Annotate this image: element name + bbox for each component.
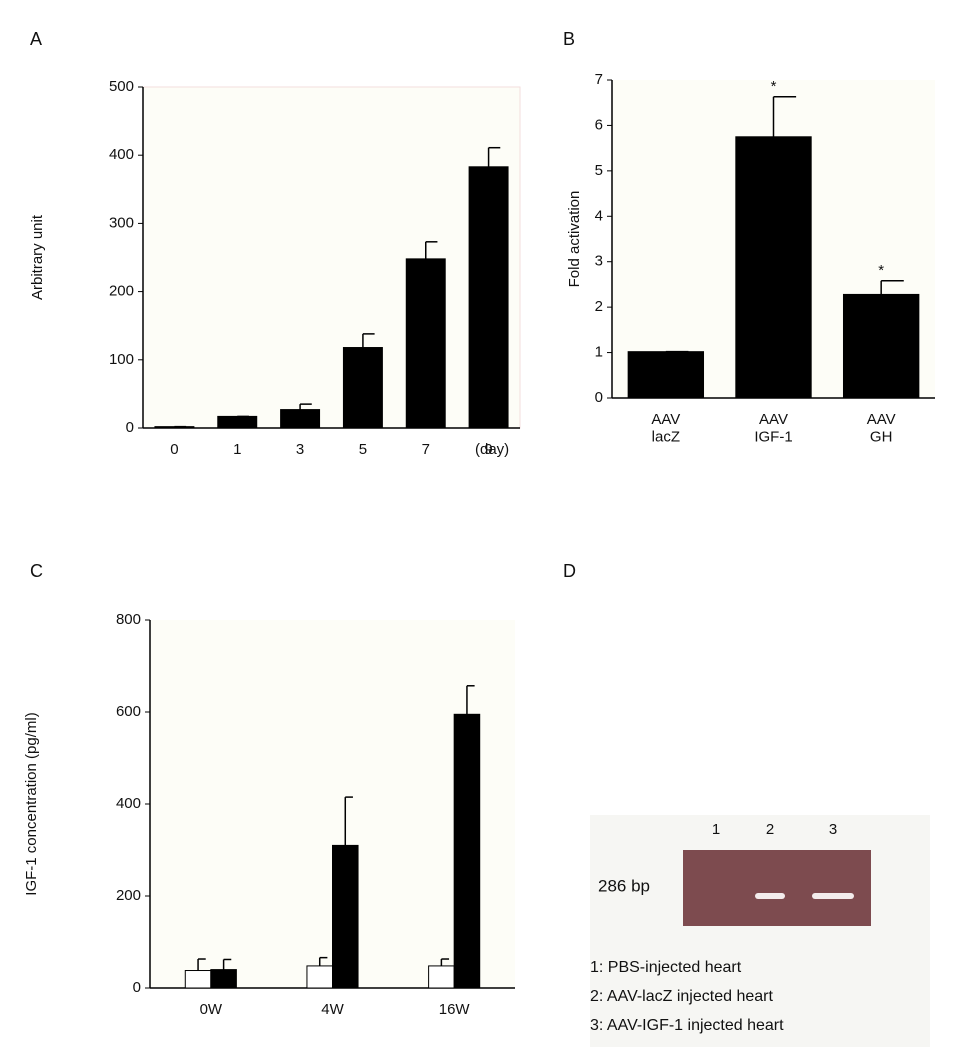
x-tick-label: 7: [422, 441, 430, 458]
x-tick-label: 0: [170, 441, 178, 458]
bar: [332, 844, 359, 989]
bar: [210, 969, 237, 989]
bar: [735, 136, 812, 399]
bar: [184, 970, 212, 989]
x-tick-label: 5: [359, 441, 367, 458]
panel-label: A: [30, 29, 42, 49]
y-tick-label: 400: [116, 795, 141, 812]
legend-text: 3: AAV-IGF-1 injected heart: [590, 1017, 784, 1034]
bar: [627, 351, 705, 399]
lane-label: 3: [829, 821, 837, 838]
significance-mark: *: [878, 262, 884, 279]
x-tick-label: AAV GH: [867, 411, 896, 445]
band-label: 286 bp: [598, 876, 650, 895]
panel-d-background: [590, 815, 930, 1047]
y-tick-label: 400: [109, 146, 134, 163]
bar: [154, 426, 195, 429]
panel-label: B: [563, 29, 575, 49]
bar: [468, 166, 509, 429]
y-tick-label: 800: [116, 611, 141, 628]
y-tick-label: 300: [109, 214, 134, 231]
bar: [453, 713, 481, 989]
plot-area: [142, 86, 521, 429]
y-tick-label: 0: [595, 389, 603, 406]
bar: [217, 415, 258, 429]
legend-text: 2: AAV-lacZ injected heart: [590, 988, 773, 1005]
x-tick-label: 9: [484, 441, 492, 458]
bar: [280, 409, 321, 429]
panel-label: C: [30, 561, 43, 581]
y-tick-label: 7: [595, 71, 603, 88]
bar: [342, 347, 383, 429]
gel-band: [812, 893, 854, 899]
panel-label: D: [563, 561, 576, 581]
y-axis-label: Arbitrary unit: [29, 214, 46, 300]
x-tick-label: 1: [233, 441, 241, 458]
y-tick-label: 100: [109, 351, 134, 368]
x-tick-label: AAV lacZ: [651, 411, 680, 445]
gel-band: [755, 893, 785, 899]
y-axis-label: Fold activation: [566, 191, 583, 288]
y-tick-label: 0: [126, 419, 134, 436]
y-tick-label: 500: [109, 78, 134, 95]
y-tick-label: 2: [595, 298, 603, 315]
y-tick-label: 6: [595, 116, 603, 133]
gel-image: [683, 850, 871, 926]
y-tick-label: 3: [595, 253, 603, 270]
bar: [842, 293, 920, 399]
x-tick-label: 16W: [439, 1001, 471, 1018]
y-tick-label: 0: [133, 979, 141, 996]
x-tick-label: AAV IGF-1: [754, 411, 792, 445]
lane-label: 2: [766, 821, 774, 838]
bar: [405, 258, 446, 429]
bar: [306, 965, 334, 989]
legend-text: 1: PBS-injected heart: [590, 959, 742, 976]
bar: [428, 965, 455, 989]
x-unit-label: (day): [475, 441, 509, 458]
x-tick-label: 3: [296, 441, 304, 458]
y-tick-label: 1: [595, 344, 603, 361]
y-axis-label: IGF-1 concentration (pg/ml): [23, 712, 40, 895]
y-tick-label: 4: [595, 207, 603, 224]
y-tick-label: 200: [109, 283, 134, 300]
lane-label: 1: [712, 821, 720, 838]
y-tick-label: 200: [116, 887, 141, 904]
y-tick-label: 5: [595, 162, 603, 179]
x-tick-label: 4W: [321, 1001, 344, 1018]
significance-mark: *: [771, 78, 777, 95]
x-tick-label: 0W: [200, 1001, 223, 1018]
y-tick-label: 600: [116, 703, 141, 720]
